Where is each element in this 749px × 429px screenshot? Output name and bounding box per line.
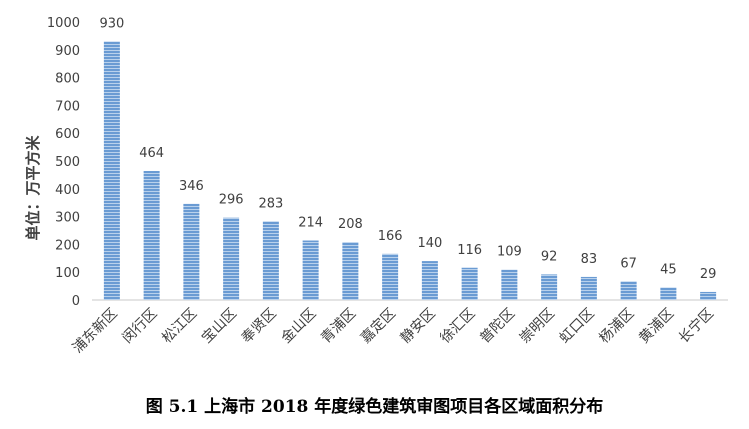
category-label: 松江区	[159, 306, 200, 347]
y-axis-ticks: 0 100 200 300 400 500 600 700 800 900 1000	[47, 16, 80, 309]
bar	[700, 291, 717, 300]
data-labels: 930 464 346 296 283 214 208 166 140 116 109 92 83 67 4…	[99, 16, 716, 281]
category-label: 静安区	[398, 306, 439, 347]
y-tick-label: 500	[55, 155, 80, 170]
category-label: 虹口区	[557, 306, 598, 347]
y-tick-label: 300	[55, 211, 80, 226]
category-label: 普陀区	[477, 306, 518, 347]
category-label: 青浦区	[318, 306, 359, 347]
data-label: 29	[700, 267, 717, 282]
bar	[302, 240, 319, 300]
y-tick-label: 1000	[47, 16, 80, 31]
data-label: 45	[660, 262, 677, 277]
category-label: 金山区	[278, 306, 319, 347]
data-label: 140	[417, 236, 442, 251]
category-label: 嘉定区	[358, 306, 399, 347]
bar	[143, 171, 160, 300]
bar	[541, 274, 558, 300]
bar	[382, 253, 399, 300]
bar	[461, 267, 478, 300]
data-label: 208	[338, 217, 363, 232]
bars	[103, 41, 717, 301]
bar	[342, 242, 359, 300]
category-label: 杨浦区	[596, 306, 637, 347]
y-tick-label: 900	[55, 44, 80, 59]
category-labels: 浦东新区闵行区松江区宝山区奉贤区金山区青浦区嘉定区静安区徐汇区普陀区崇明区虹口区…	[70, 305, 717, 357]
data-label: 116	[457, 243, 482, 258]
data-label: 346	[179, 179, 204, 194]
data-label: 67	[620, 256, 637, 271]
bar	[262, 221, 279, 300]
data-label: 109	[497, 245, 522, 260]
category-label: 奉贤区	[239, 306, 280, 347]
y-tick-label: 800	[55, 72, 80, 87]
category-label: 闵行区	[119, 306, 160, 347]
y-tick-label: 600	[55, 127, 80, 142]
bar	[183, 203, 200, 300]
y-tick-label: 200	[55, 238, 80, 253]
bar	[620, 281, 637, 300]
data-label: 92	[541, 249, 558, 264]
category-label: 浦东新区	[70, 306, 121, 357]
category-label: 崇明区	[517, 306, 558, 347]
y-tick-label: 0	[72, 294, 80, 309]
data-label: 283	[258, 196, 283, 211]
category-label: 长宁区	[675, 305, 717, 347]
category-label: 宝山区	[199, 306, 240, 347]
data-label: 166	[378, 229, 403, 244]
bar	[223, 217, 240, 300]
data-label: 464	[139, 146, 164, 161]
data-label: 930	[99, 16, 124, 31]
data-label: 214	[298, 216, 323, 231]
category-label: 黄浦区	[635, 305, 677, 347]
y-tick-label: 700	[55, 99, 80, 114]
bar	[660, 287, 677, 300]
figure-caption: 图 5.1 上海市 2018 年度绿色建筑审图项目各区域面积分布	[145, 397, 604, 417]
y-tick-label: 400	[55, 183, 80, 198]
bar	[103, 41, 120, 301]
y-axis-label: 单位：万平方米	[24, 135, 42, 241]
bar-chart: 单位：万平方米 0 100 200 300 400 500 600 700 800 900 1000…	[24, 16, 728, 357]
bar	[421, 261, 438, 300]
category-label: 徐汇区	[437, 306, 478, 347]
bar	[501, 269, 518, 300]
y-tick-label: 100	[55, 266, 80, 281]
bar	[580, 276, 597, 300]
data-label: 296	[219, 193, 244, 208]
data-label: 83	[581, 252, 598, 267]
